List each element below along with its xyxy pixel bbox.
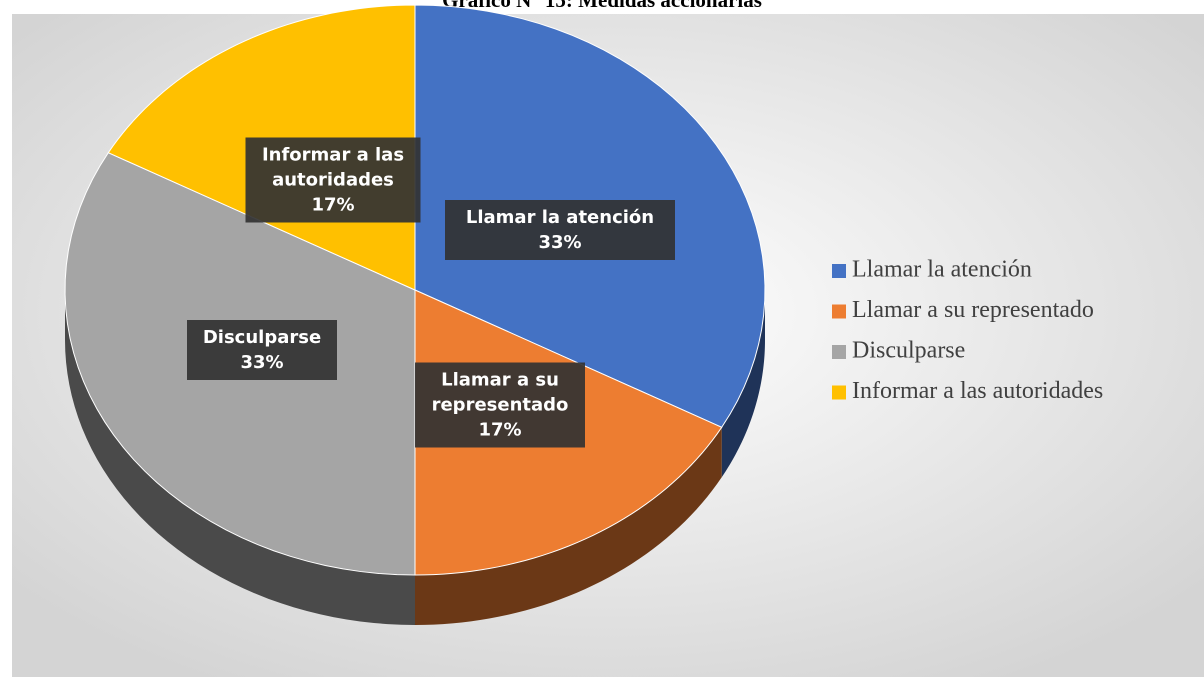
legend-label: Disculparse (852, 338, 965, 364)
data-label-value: 17% (478, 419, 522, 441)
data-label: Llamar a su representado 17% (415, 362, 585, 448)
legend-label: Llamar la atención (852, 257, 1032, 283)
legend-label: Llamar a su representado (852, 297, 1094, 323)
data-label: Disculparse 33% (187, 320, 337, 380)
legend-swatch (832, 345, 846, 359)
data-label-value: 17% (311, 194, 355, 216)
legend-swatch (832, 304, 846, 319)
data-label-category: Disculparse (202, 327, 322, 348)
legend-swatch (832, 385, 846, 400)
data-label: Informar a las autoridades 17% (245, 137, 421, 223)
slice-side (65, 290, 415, 625)
slice-side (721, 290, 765, 478)
data-label-value: 33% (538, 232, 582, 253)
data-label: Llamar la atención 33% (445, 200, 675, 260)
data-label-value: 33% (240, 352, 284, 373)
data-label-category: Informar a las autoridades (261, 144, 405, 191)
slice-side (415, 427, 722, 625)
chart-title: Gráfico N° 15: Medidas accionarias (442, 0, 762, 12)
legend-label: Informar a las autoridades (852, 378, 1103, 404)
data-label-category: Llamar la atención (465, 207, 655, 228)
data-label-category: Llamar a su representado (431, 369, 569, 416)
legend-swatch (832, 264, 846, 278)
